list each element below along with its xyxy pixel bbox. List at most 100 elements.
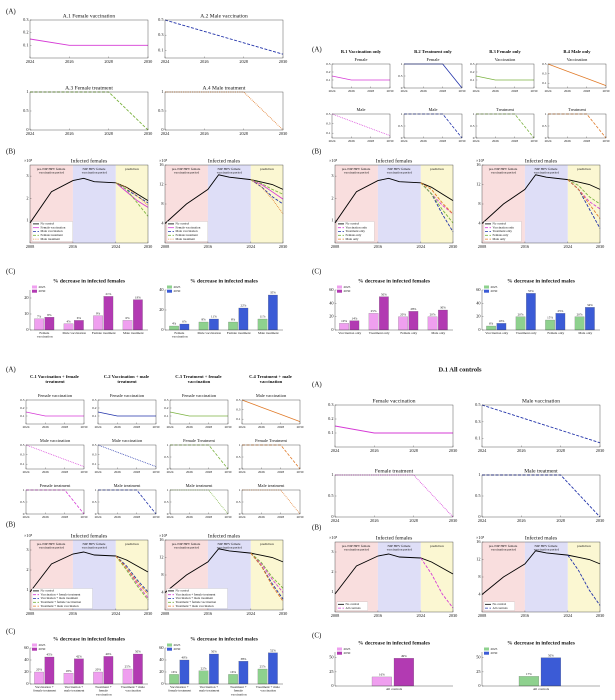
y-tick-label: 16 — [476, 539, 481, 544]
legend-label: 2030 — [174, 289, 181, 293]
y-tick-label: 0.5 — [158, 108, 163, 113]
chart-title: Infected females — [71, 532, 108, 539]
y-tick-label: 16 — [476, 162, 481, 167]
y-tick-label: 0 — [167, 512, 169, 516]
y-tick-label: 40 — [329, 300, 333, 305]
bar — [74, 658, 84, 685]
line — [241, 399, 301, 422]
region-label: pre-NIP HPV female vaccination period — [172, 167, 201, 175]
bar — [398, 316, 408, 331]
x-tick-label: 2024 — [23, 470, 30, 474]
bar — [209, 318, 219, 331]
y-tick-label: 0.3 — [326, 121, 331, 125]
plot-frame — [481, 474, 601, 518]
legend-label: 2025 — [344, 285, 351, 289]
x-tick-label: 2008 — [478, 244, 487, 249]
y-tick-label: 1 — [167, 488, 169, 492]
y-tick-label: 2 — [26, 195, 28, 200]
x-tick-label: 2016 — [69, 611, 78, 616]
line — [97, 444, 157, 467]
legend-swatch — [337, 651, 342, 655]
x-tick-label: Treatment + female vaccination — [230, 685, 247, 696]
x-tick-label: 2028 — [133, 515, 140, 519]
legend-swatch — [484, 651, 489, 655]
legend-box — [483, 601, 515, 611]
y-tick-label: 0.3 — [20, 398, 25, 402]
x-tick-label: 2026 — [114, 470, 121, 474]
line — [250, 552, 284, 589]
chart-title: A.1 Female vaccination — [63, 13, 116, 19]
value-label: 6% — [77, 316, 82, 320]
line — [115, 555, 149, 595]
bar — [526, 293, 536, 331]
y-tick-label: 10 — [24, 311, 28, 316]
bar — [169, 325, 179, 331]
panel-label: (A) — [312, 381, 322, 389]
bar — [93, 671, 103, 685]
x-tick-label: 2024 — [478, 518, 487, 523]
value-label: 11% — [260, 315, 266, 319]
line — [420, 182, 454, 215]
panel-label: (B) — [6, 148, 16, 156]
y-tick-label: 0.5 — [328, 493, 333, 498]
y-tick-label: 50 — [476, 655, 480, 660]
x-tick-label: 2028 — [583, 89, 590, 93]
value-label: 50% — [548, 653, 554, 657]
y-tick-label: 0.1 — [158, 47, 163, 52]
chart-title: Male — [356, 107, 365, 112]
legend-swatch — [167, 289, 172, 293]
y-tick-label: 0 — [478, 683, 480, 688]
y-tick-label: 1 — [331, 218, 333, 223]
region-label: pre-NIP HPV female vaccination period — [172, 542, 201, 550]
x-tick-label: 2026 — [258, 425, 265, 429]
value-label: 22% — [240, 304, 246, 308]
legend-label: No control — [493, 602, 507, 606]
y-tick-label: 0 — [26, 681, 28, 686]
y-tick-label: 0.5 — [236, 455, 241, 459]
x-tick-label: 2028 — [583, 139, 590, 143]
y-tick-label: 0.1 — [542, 81, 547, 85]
region-label: NIP HPV female vaccination period — [387, 167, 412, 175]
x-tick-label: 2028 — [556, 448, 565, 453]
x-tick-label: 2008 — [161, 244, 170, 249]
group-heading: B.4 Male only — [563, 49, 591, 54]
legend-box — [166, 588, 228, 609]
x-tick-label: 2028 — [367, 139, 374, 143]
bar — [379, 296, 389, 331]
value-label: 19% — [135, 295, 141, 299]
y-tick-label: 0 — [331, 327, 333, 332]
chart-title: Infected males — [208, 532, 240, 539]
value-label: 55% — [528, 289, 534, 293]
chart-title: A.3 Female treatment — [65, 85, 113, 91]
plot-frame — [164, 539, 284, 611]
legend-swatch — [337, 289, 342, 293]
legend-label: Female treatment — [41, 233, 63, 237]
plot-frame — [25, 489, 85, 515]
line — [331, 113, 391, 136]
x-tick-label: 2030 — [225, 425, 232, 429]
y-tick-label: 0.1 — [20, 462, 25, 466]
chart-title: Male vaccination — [40, 438, 71, 443]
y-tick-label: 0.3 — [475, 419, 480, 424]
line — [25, 444, 85, 467]
bar-chart-title: % decrease in infected females — [358, 278, 430, 284]
plot-frame — [97, 399, 157, 425]
value-label: 14% — [351, 316, 357, 320]
x-tick-label: Vaccination only — [485, 331, 508, 335]
x-tick-label: 2030 — [225, 470, 232, 474]
x-tick-label: Female vaccination — [37, 331, 53, 339]
x-tick-label: 2028 — [133, 470, 140, 474]
x-tick-label: Female treatment — [92, 331, 116, 335]
x-tick-label: 2030 — [603, 89, 610, 93]
value-label: 7% — [37, 315, 42, 319]
x-tick-label: 2030 — [81, 425, 88, 429]
x-tick-label: 2028 — [511, 89, 518, 93]
value-label: 10% — [498, 319, 504, 323]
y-tick-label: 0 — [23, 512, 25, 516]
bar — [349, 320, 360, 331]
legend-label: Vaccination + female treatment — [176, 592, 216, 596]
legend-box — [336, 221, 375, 242]
y-tick-label: 8 — [478, 201, 480, 206]
legend-swatch — [167, 643, 172, 647]
chart-title: Male treatment — [258, 483, 285, 488]
